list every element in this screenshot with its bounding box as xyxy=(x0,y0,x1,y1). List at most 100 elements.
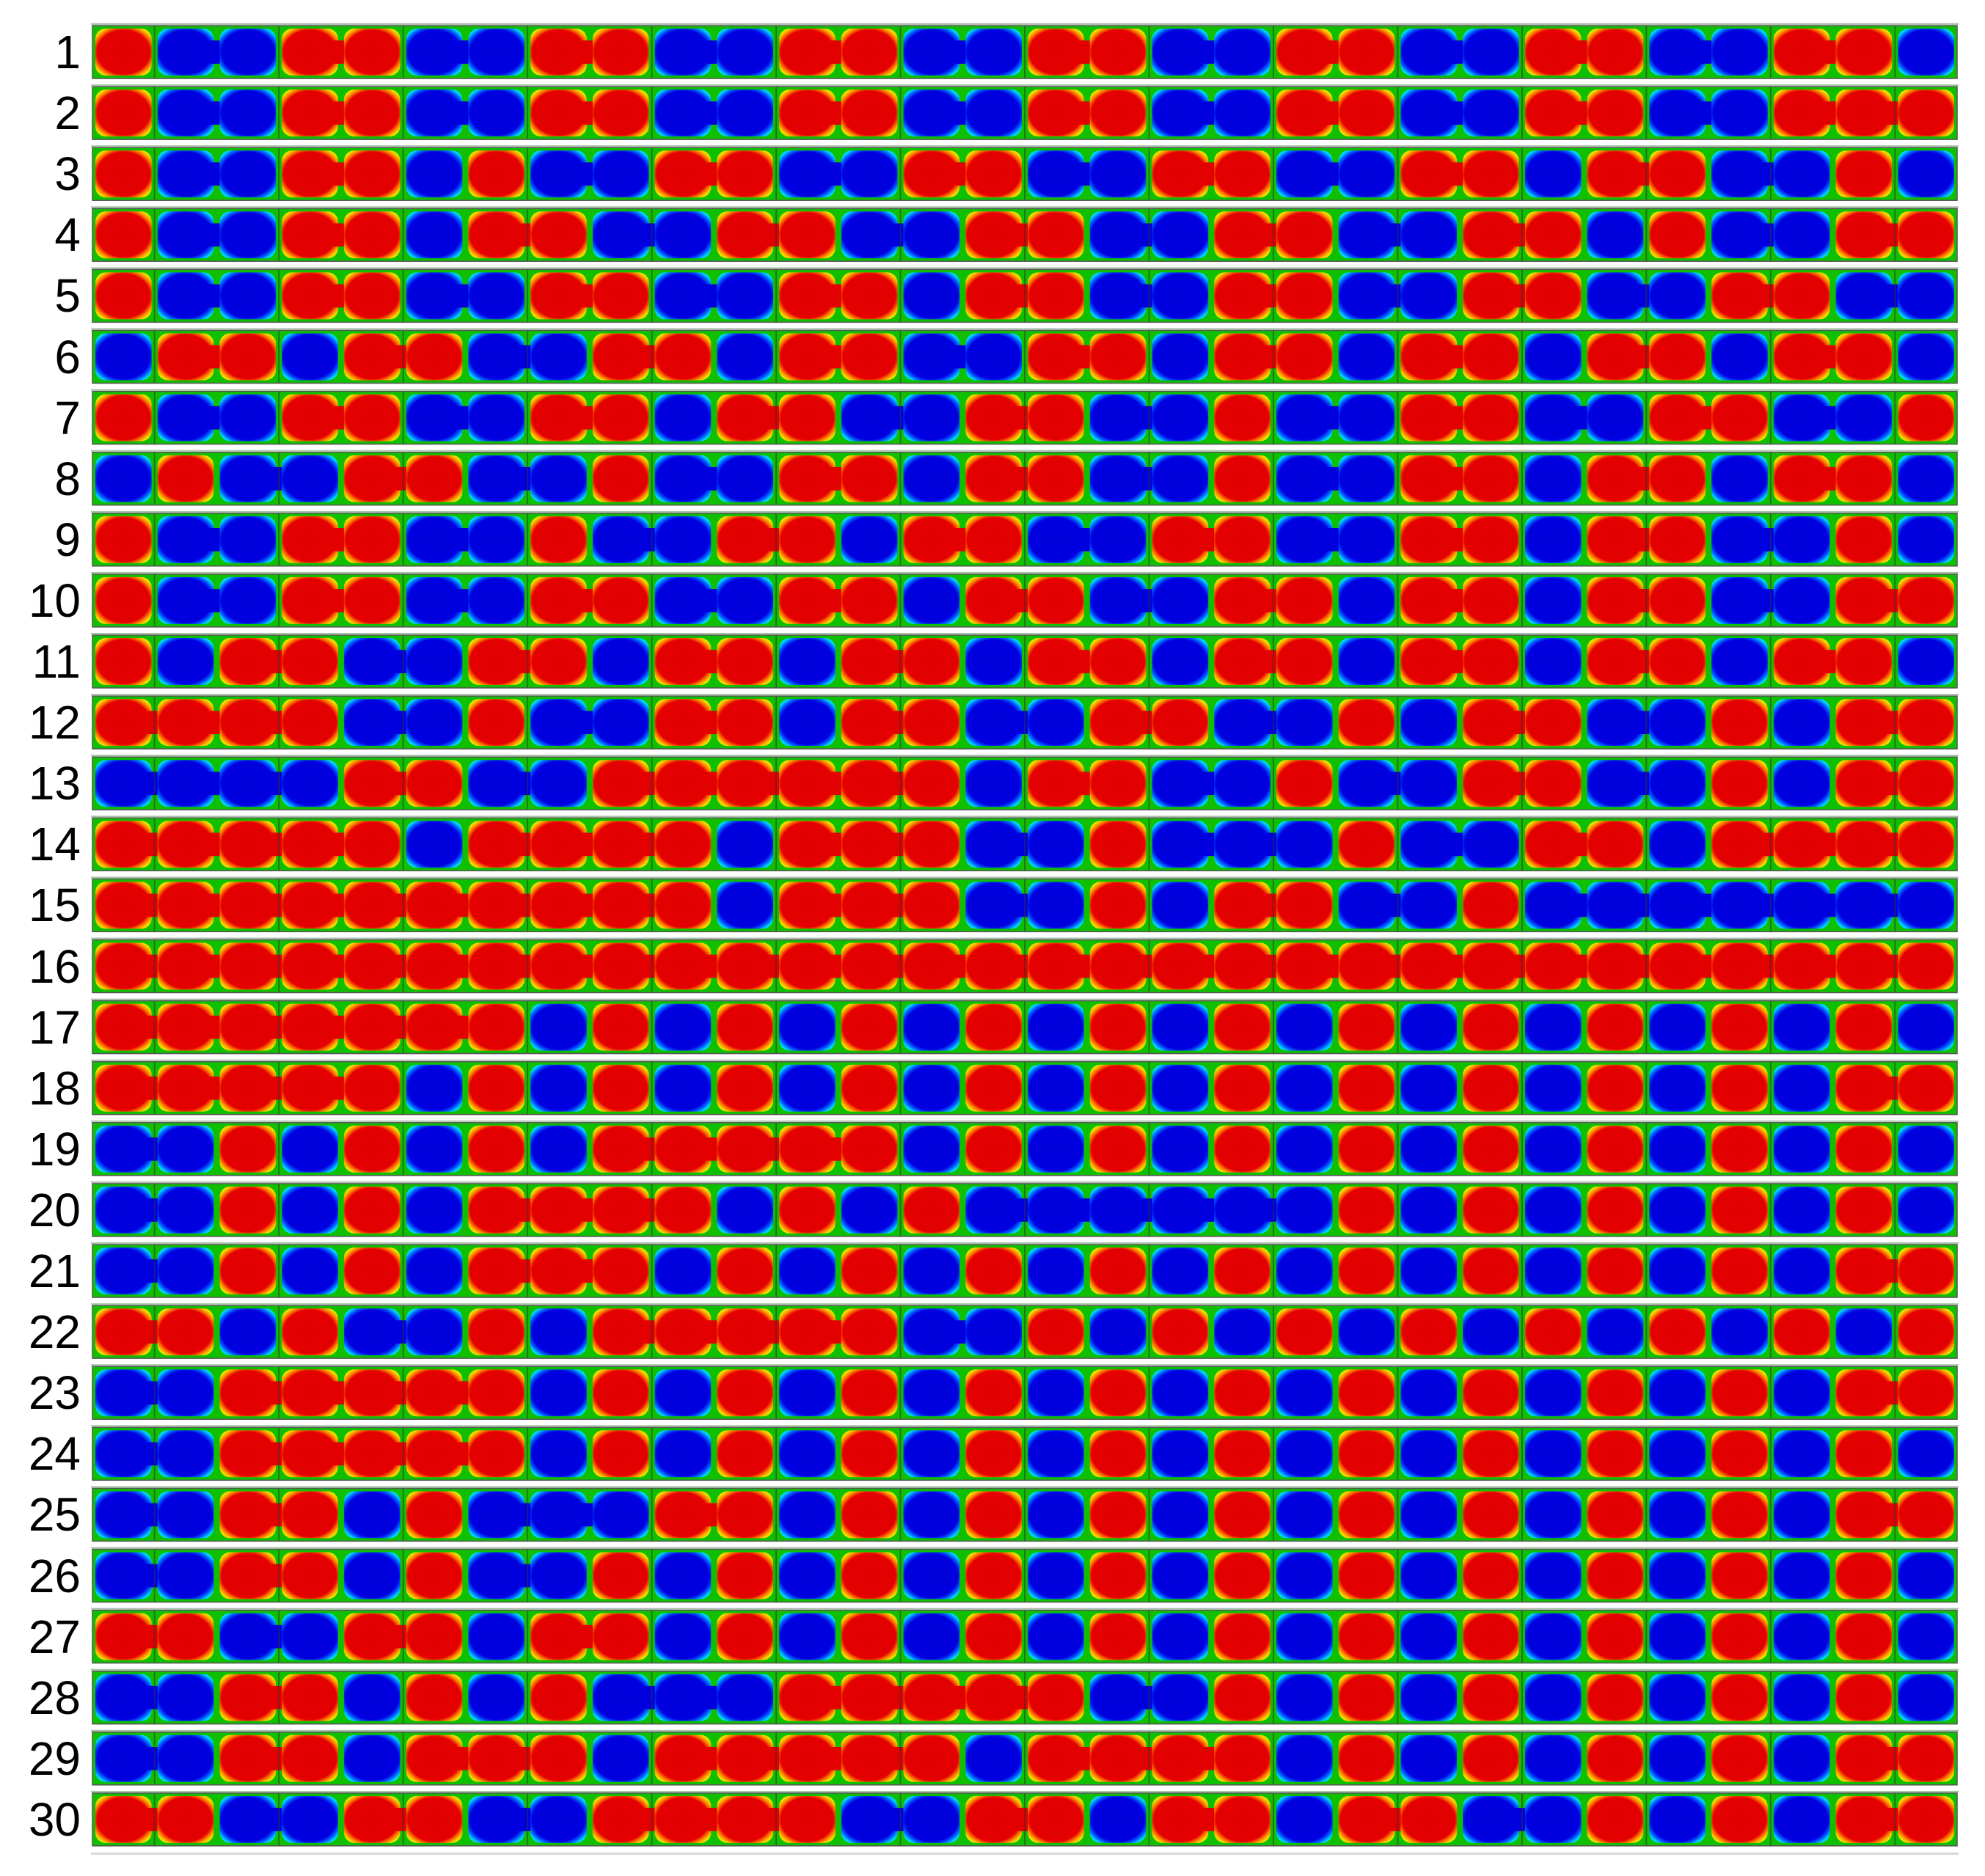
cell-divider xyxy=(402,1366,404,1420)
cell-low xyxy=(965,29,1022,76)
strip-rail xyxy=(91,1242,1959,1244)
cell-high xyxy=(1276,882,1333,929)
cell-high xyxy=(468,1369,525,1417)
cell-high xyxy=(530,1247,587,1294)
cell-high xyxy=(282,1369,338,1417)
cell-high xyxy=(1835,516,1893,563)
cell-high xyxy=(717,516,773,563)
cell-high xyxy=(1711,699,1768,747)
cell-high xyxy=(1463,1430,1519,1478)
cell-low xyxy=(282,1247,338,1294)
cell-high xyxy=(95,1064,152,1112)
cell-divider xyxy=(1894,1427,1896,1481)
cell-high xyxy=(717,211,773,259)
cell-low xyxy=(157,272,214,320)
cell-low xyxy=(654,89,712,137)
cell-low xyxy=(1835,1308,1893,1356)
row-label: 9 xyxy=(54,513,81,566)
cell-high xyxy=(965,1613,1022,1660)
cell-low xyxy=(965,882,1022,929)
cell-high xyxy=(530,638,587,685)
cell-low xyxy=(1773,1125,1830,1173)
cell-divider xyxy=(651,879,653,932)
cell-low xyxy=(343,1491,401,1539)
cell-low xyxy=(157,760,214,807)
cell-high xyxy=(1711,1552,1768,1600)
strip-rail xyxy=(91,206,1959,208)
cell-divider xyxy=(1645,1549,1648,1602)
cell-low xyxy=(903,272,960,320)
cell-high xyxy=(903,699,960,747)
cell-divider xyxy=(1894,87,1896,140)
cell-low xyxy=(592,699,649,747)
row-label: 12 xyxy=(28,696,81,750)
cell-high xyxy=(903,821,960,868)
cell-high xyxy=(717,638,773,685)
row-label: 14 xyxy=(28,818,81,871)
cell-divider xyxy=(1397,1305,1399,1359)
cell-low xyxy=(1649,1613,1706,1660)
cell-low xyxy=(1028,1430,1084,1478)
cell-low xyxy=(406,89,463,137)
cell-high xyxy=(779,29,836,76)
cell-low xyxy=(1587,760,1644,807)
cell-high xyxy=(779,1734,836,1782)
cell-high xyxy=(1338,1491,1395,1539)
cell-high xyxy=(1400,333,1458,381)
cell-low xyxy=(1400,272,1458,320)
cell-high xyxy=(779,1674,836,1721)
cell-divider xyxy=(402,635,404,688)
cell-high xyxy=(1028,1308,1084,1356)
cell-divider xyxy=(651,818,653,871)
row-label: 2 xyxy=(54,87,81,140)
cell-high xyxy=(1524,1308,1582,1356)
cell-low xyxy=(530,1064,587,1112)
cell-divider xyxy=(1894,1122,1896,1176)
cell-high xyxy=(1711,1064,1768,1112)
cell-divider xyxy=(527,1122,529,1176)
cell-low xyxy=(1028,1125,1084,1173)
cell-divider xyxy=(402,1610,404,1663)
cell-high xyxy=(1089,1734,1147,1782)
cell-high xyxy=(1338,1247,1395,1294)
cell-divider xyxy=(1645,818,1648,871)
cell-low xyxy=(903,1003,960,1051)
cell-low xyxy=(468,576,525,624)
cell-low xyxy=(1400,1064,1458,1112)
cell-low xyxy=(1773,150,1830,198)
cell-high xyxy=(1835,699,1893,747)
cell-low xyxy=(157,1674,214,1721)
cell-high xyxy=(592,882,649,929)
cell-high xyxy=(965,1369,1022,1417)
cell-divider xyxy=(278,1549,280,1602)
cell-high xyxy=(903,1734,960,1782)
cell-divider xyxy=(278,1610,280,1663)
strip-row xyxy=(91,1303,1959,1359)
cell-low xyxy=(1898,333,1954,381)
cell-divider xyxy=(651,26,653,78)
cell-high xyxy=(219,1003,277,1051)
cell-low xyxy=(654,576,712,624)
cell-high xyxy=(654,760,712,807)
cell-low xyxy=(654,455,712,502)
cell-low xyxy=(343,1674,401,1721)
cell-high xyxy=(965,394,1022,441)
cell-divider xyxy=(1024,1000,1026,1054)
cell-high xyxy=(95,882,152,929)
row-label: 13 xyxy=(28,757,81,810)
cell-low xyxy=(406,1125,463,1173)
cell-high xyxy=(1276,576,1333,624)
cell-high xyxy=(343,455,401,502)
cell-divider xyxy=(153,452,156,505)
cell-low xyxy=(1773,394,1830,441)
strip-rail xyxy=(91,694,1959,696)
cell-divider xyxy=(1645,1122,1648,1176)
cell-low xyxy=(1587,699,1644,747)
cell-high xyxy=(282,638,338,685)
cell-low xyxy=(1089,1795,1147,1843)
cell-high xyxy=(530,1186,587,1234)
strip-outline xyxy=(92,1000,1958,1055)
cell-low xyxy=(1773,1247,1830,1294)
cell-high xyxy=(1711,821,1768,868)
cell-divider xyxy=(1397,696,1399,750)
